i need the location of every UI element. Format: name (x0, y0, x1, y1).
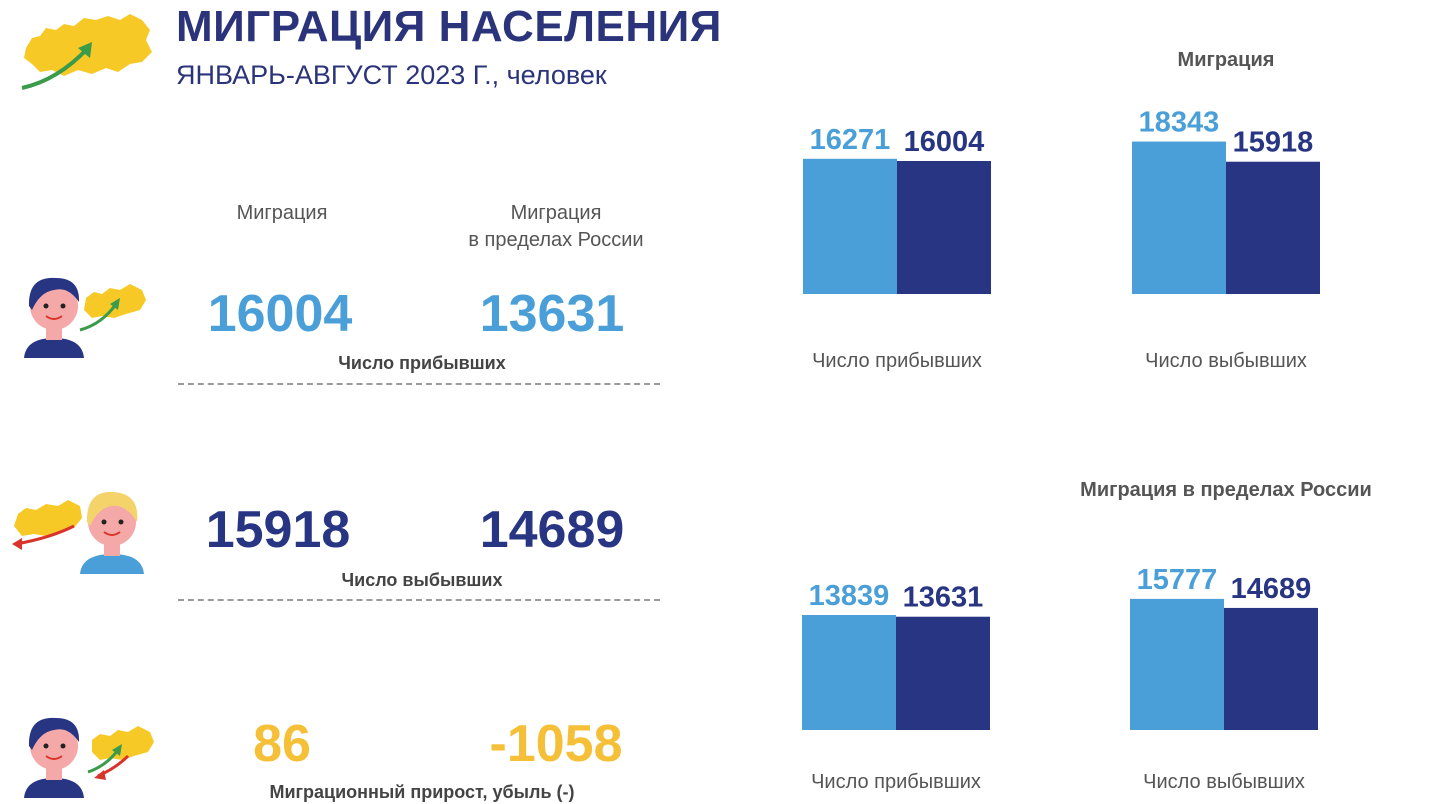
x-tick-label: Число выбывших (1143, 771, 1305, 793)
departures-russia-value: 14689 (479, 501, 625, 559)
arrivals-migration-value: 16004 (207, 285, 353, 343)
data-label: 15918 (1233, 127, 1314, 159)
chart-title: Миграция (1178, 49, 1275, 71)
data-label: 18343 (1139, 107, 1220, 139)
page-title: МИГРАЦИЯ НАСЕЛЕНИЯ (176, 2, 722, 51)
departures-migration-value: 15918 (205, 501, 351, 559)
page-subtitle: ЯНВАРЬ-АВГУСТ 2023 Г., человек (176, 60, 607, 90)
growth-label: Миграционный прирост, убыль (-) (269, 782, 575, 802)
russia-map-icon (21, 14, 152, 90)
col2-header-line2: в пределах России (468, 229, 644, 251)
data-label: 13839 (809, 580, 890, 612)
x-tick-label: Число прибывших (812, 350, 982, 372)
bar (802, 614, 896, 730)
bar (896, 616, 990, 730)
chart-title: Миграция в пределах России (1080, 479, 1372, 501)
x-tick-label: Число выбывших (1145, 350, 1307, 372)
growth-russia-value: -1058 (489, 715, 623, 773)
col1-header: Миграция (236, 202, 328, 224)
data-label: 13631 (903, 582, 984, 614)
person-dark-hair-icon (24, 277, 146, 358)
data-label: 15777 (1137, 564, 1218, 596)
person-blond-icon (12, 491, 144, 574)
bar (1130, 598, 1224, 730)
arrivals-label: Число прибывших (338, 353, 506, 373)
growth-migration-value: 86 (253, 715, 311, 773)
bar (1226, 161, 1320, 294)
departures-label: Число выбывших (341, 570, 503, 590)
arrivals-russia-value: 13631 (479, 285, 625, 343)
data-label: 14689 (1231, 573, 1312, 605)
bar (1132, 141, 1226, 294)
bar (1224, 607, 1318, 730)
col2-header-line1: Миграция (510, 202, 602, 224)
divider (178, 599, 660, 601)
bar (803, 158, 897, 294)
bar (897, 161, 991, 294)
divider (178, 383, 660, 385)
data-label: 16271 (810, 124, 891, 156)
x-tick-label: Число прибывших (811, 771, 981, 793)
data-label: 16004 (904, 126, 985, 158)
person-dark-hair-icon (24, 717, 154, 798)
